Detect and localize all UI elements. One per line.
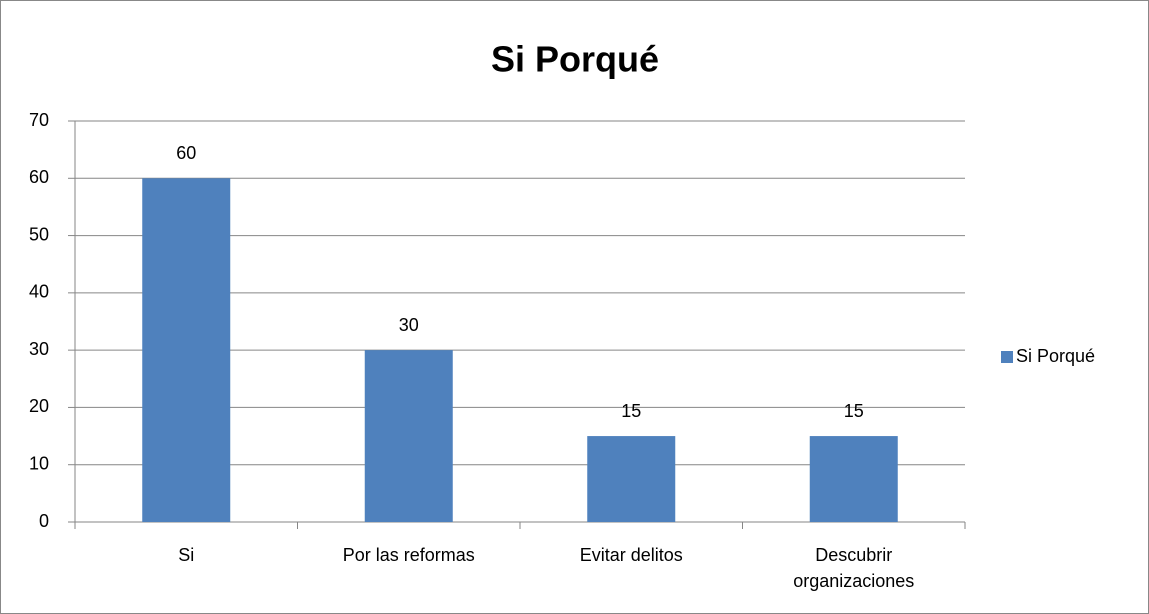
y-tick-label: 40 [29, 282, 49, 302]
data-label: 15 [844, 401, 864, 421]
x-tick-label: Descubrir organizaciones [793, 545, 915, 591]
y-tick-label: 10 [29, 453, 49, 473]
legend-label: Si Porqué [1016, 346, 1095, 366]
y-tick-label: 60 [29, 167, 49, 187]
bar [142, 178, 231, 523]
y-tick-label: 50 [29, 224, 49, 244]
data-label: 15 [621, 401, 641, 421]
x-tick-label: Si [178, 545, 195, 565]
chart-title: Si Porqué [491, 39, 659, 80]
legend-swatch [1001, 351, 1013, 363]
data-label: 60 [176, 143, 196, 163]
bar [587, 436, 676, 522]
data-label: 30 [399, 315, 419, 335]
y-tick-label: 0 [39, 511, 49, 531]
y-tick-label: 70 [29, 110, 49, 130]
bar [364, 350, 453, 522]
x-tick-label: Evitar delitos [579, 545, 683, 565]
x-tick-label: Por las reformas [342, 545, 475, 565]
bar [809, 436, 898, 522]
y-tick-label: 30 [29, 339, 49, 359]
y-tick-label: 20 [29, 396, 49, 416]
